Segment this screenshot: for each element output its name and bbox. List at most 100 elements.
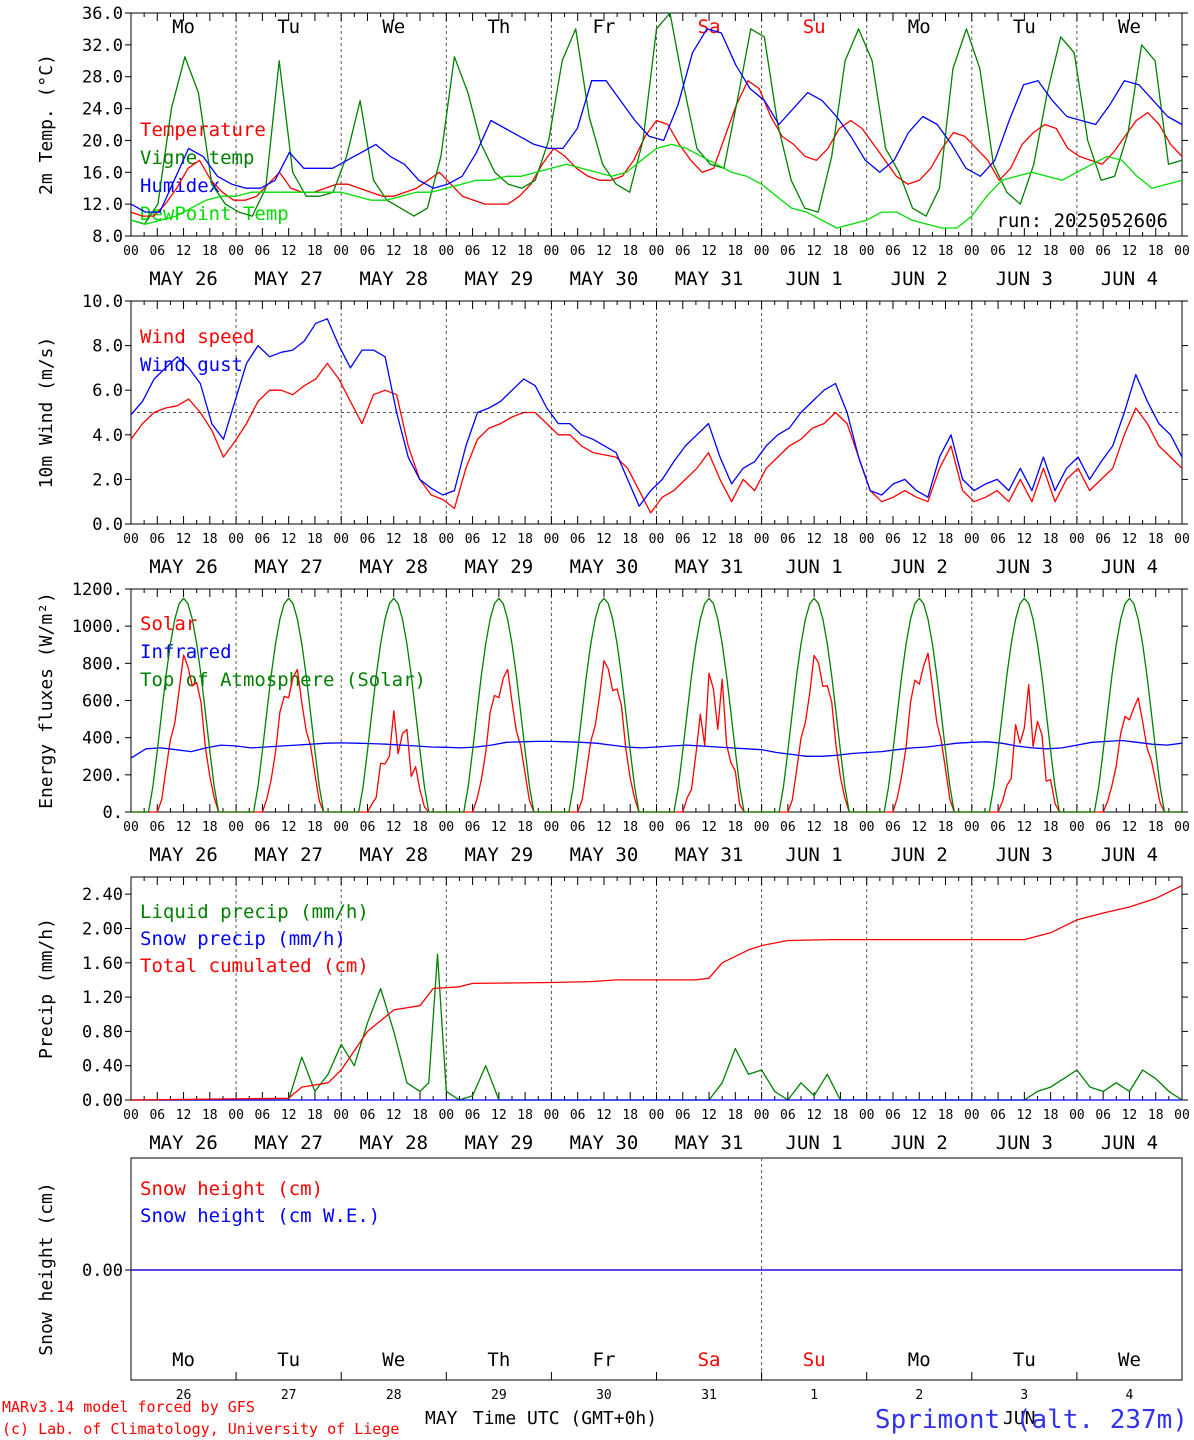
y-tick-label: 2.40 — [82, 885, 123, 905]
day-of-week-label: Su — [803, 1349, 826, 1371]
x-hour-label: 00 — [859, 820, 875, 835]
x-hour-label: 12 — [596, 820, 612, 835]
x-date-label: MAY 26 — [149, 1132, 218, 1154]
x-hour-label: 12 — [491, 244, 507, 259]
x-hour-label: 06 — [885, 244, 901, 259]
day-number-label: 26 — [176, 1388, 192, 1403]
x-hour-label: 00 — [964, 532, 980, 547]
x-date-label: JUN 3 — [996, 1132, 1053, 1154]
x-date-label: JUN 1 — [786, 268, 843, 290]
run-label: run: 2025052606 — [996, 210, 1168, 232]
x-hour-label: 06 — [360, 532, 376, 547]
x-hour-label: 12 — [701, 1108, 717, 1123]
x-hour-label: 00 — [649, 244, 665, 259]
x-hour-label: 06 — [780, 532, 796, 547]
x-hour-label: 06 — [255, 532, 271, 547]
legend-entry: Liquid precip (mm/h) — [140, 901, 369, 923]
x-hour-label: 12 — [491, 532, 507, 547]
day-of-week-label: Tu — [1013, 16, 1036, 38]
series-line-green — [131, 953, 1183, 1101]
x-date-label: MAY 30 — [570, 268, 639, 290]
x-hour-label: 12 — [281, 820, 297, 835]
y-tick-label: 4.0 — [92, 426, 123, 446]
x-hour-label: 00 — [649, 820, 665, 835]
x-hour-label: 00 — [649, 532, 665, 547]
day-number-label: 28 — [386, 1388, 402, 1403]
series-line-lightgreen — [130, 143, 1183, 229]
x-date-label: MAY 28 — [359, 268, 428, 290]
x-date-label: JUN 1 — [786, 1132, 843, 1154]
x-hour-label: 18 — [938, 820, 954, 835]
x-date-label: MAY 28 — [359, 844, 428, 866]
x-axis-title: Time UTC (GMT+0h) — [473, 1408, 657, 1429]
x-hour-label: 06 — [570, 820, 586, 835]
y-tick-label: 1.60 — [82, 954, 123, 974]
x-hour-label: 12 — [911, 532, 927, 547]
x-hour-label: 06 — [675, 820, 691, 835]
x-hour-label: 00 — [964, 1108, 980, 1123]
x-hour-label: 12 — [1122, 1108, 1138, 1123]
x-hour-label: 00 — [859, 244, 875, 259]
x-hour-label: 06 — [1095, 1108, 1111, 1123]
x-hour-label: 06 — [149, 1108, 165, 1123]
series-line-red — [130, 885, 1183, 1101]
x-hour-label: 00 — [754, 1108, 770, 1123]
x-hour-label: 06 — [570, 1108, 586, 1123]
day-of-week-label: We — [1118, 1349, 1141, 1371]
x-hour-label: 18 — [412, 820, 428, 835]
x-hour-label: 12 — [1122, 532, 1138, 547]
x-hour-label: 00 — [859, 532, 875, 547]
x-hour-label: 18 — [1043, 244, 1059, 259]
day-of-week-label: Mo — [172, 16, 195, 38]
x-hour-label: 00 — [1174, 1108, 1190, 1123]
y-axis-title: 2m Temp. (°C) — [36, 54, 57, 195]
x-hour-label: 18 — [307, 820, 323, 835]
x-hour-label: 00 — [333, 820, 349, 835]
x-hour-label: 18 — [938, 244, 954, 259]
month-may-label: MAY — [425, 1408, 458, 1429]
x-hour-label: 06 — [465, 1108, 481, 1123]
x-hour-label: 12 — [596, 532, 612, 547]
x-hour-label: 18 — [1148, 820, 1164, 835]
day-of-week-label: Fr — [593, 1349, 616, 1371]
x-hour-label: 06 — [990, 1108, 1006, 1123]
x-date-label: JUN 2 — [891, 844, 948, 866]
x-hour-label: 18 — [202, 1108, 218, 1123]
x-hour-label: 12 — [911, 244, 927, 259]
x-hour-label: 18 — [938, 1108, 954, 1123]
x-hour-label: 18 — [202, 244, 218, 259]
x-date-label: MAY 27 — [254, 268, 323, 290]
x-hour-label: 18 — [412, 244, 428, 259]
x-hour-label: 06 — [1095, 244, 1111, 259]
day-number-label: 2 — [915, 1388, 923, 1403]
x-hour-label: 18 — [727, 820, 743, 835]
y-tick-label: 0.40 — [82, 1057, 123, 1077]
day-of-week-label: Fr — [593, 16, 616, 38]
x-hour-label: 12 — [806, 244, 822, 259]
footer-model: MARv3.14 model forced by GFS — [2, 1398, 255, 1416]
x-hour-label: 06 — [990, 820, 1006, 835]
x-hour-label: 12 — [176, 820, 192, 835]
x-hour-label: 18 — [622, 1108, 638, 1123]
x-date-label: MAY 30 — [570, 844, 639, 866]
legend-entry: Snow precip (mm/h) — [140, 928, 346, 950]
x-hour-label: 18 — [833, 244, 849, 259]
x-hour-label: 18 — [622, 532, 638, 547]
x-hour-label: 12 — [281, 1108, 297, 1123]
x-hour-label: 12 — [176, 244, 192, 259]
y-tick-label: 8.0 — [92, 227, 123, 247]
x-hour-label: 00 — [544, 1108, 560, 1123]
x-hour-label: 00 — [1069, 1108, 1085, 1123]
panel-1: 8.0 12.0 16.0 20.0 24.0 28.0 32.0 36.0 2m Temp. … — [36, 4, 1190, 290]
x-hour-label: 12 — [386, 1108, 402, 1123]
day-number-label: 3 — [1020, 1388, 1028, 1403]
legend-entry: Top of Atmosphere (Solar) — [140, 669, 426, 691]
y-tick-label: 2.0 — [92, 470, 123, 490]
day-of-week-label: Tu — [277, 16, 300, 38]
x-hour-label: 12 — [596, 244, 612, 259]
x-date-label: MAY 27 — [254, 844, 323, 866]
y-tick-label: 0.00 — [82, 1091, 123, 1111]
x-hour-label: 00 — [859, 1108, 875, 1123]
x-hour-label: 12 — [701, 244, 717, 259]
y-tick-label: 0.0 — [92, 515, 123, 535]
